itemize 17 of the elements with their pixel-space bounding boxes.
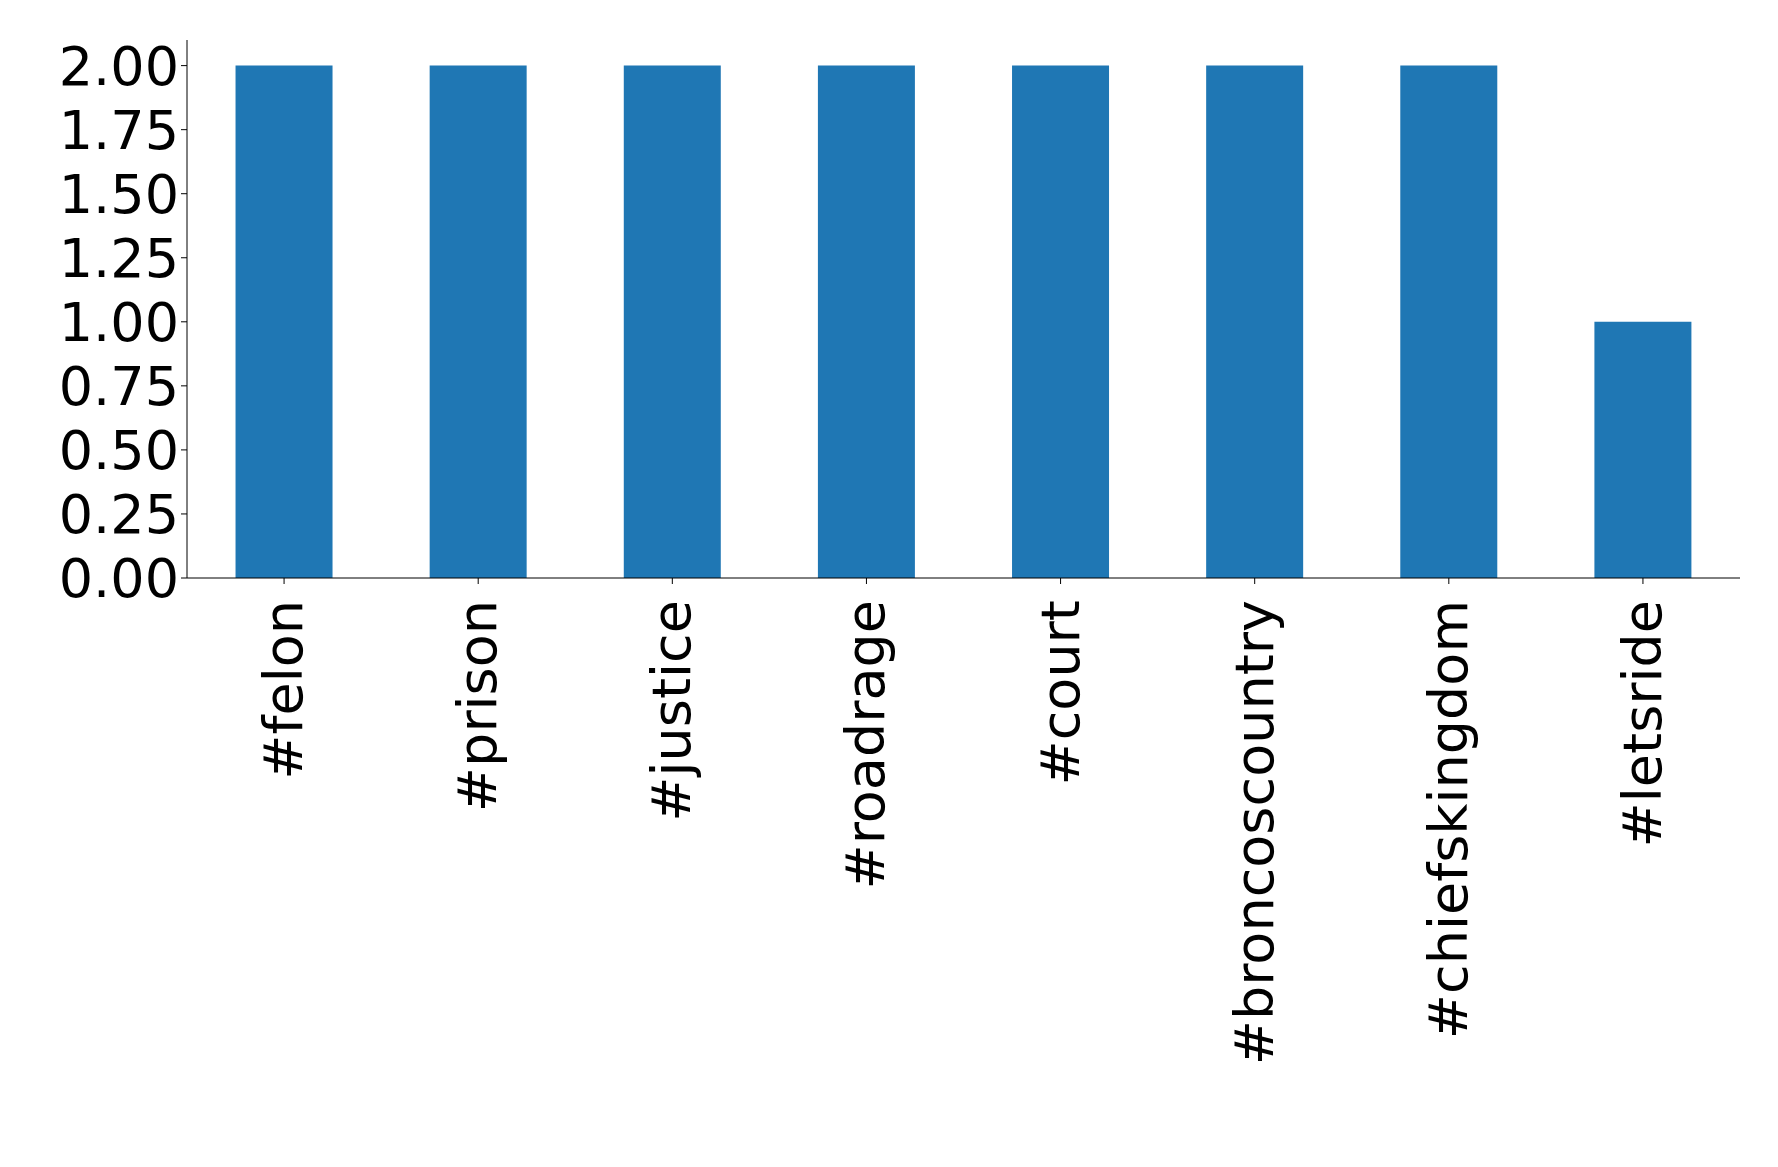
- x-tick-label: #prison: [446, 600, 510, 813]
- y-tick-label: 2.00: [58, 34, 179, 98]
- y-tick-label: 1.25: [58, 226, 179, 290]
- x-tick-label: #broncoscountry: [1222, 600, 1286, 1066]
- y-tick-label: 1.50: [58, 162, 179, 226]
- y-tick-label: 0.50: [58, 419, 179, 483]
- y-tick-label: 0.75: [58, 355, 179, 419]
- x-tick-label: #felon: [252, 600, 316, 780]
- x-tick-label: #justice: [640, 600, 704, 822]
- y-tick-label: 0.00: [58, 547, 179, 611]
- x-tick-label: #court: [1028, 600, 1092, 786]
- x-tick-label: #roadrage: [834, 600, 898, 890]
- x-tick-label: #letsride: [1610, 600, 1674, 848]
- x-tick-label: #chiefskingdom: [1416, 600, 1480, 1040]
- y-tick-label: 0.25: [58, 483, 179, 547]
- y-tick-label: 1.75: [58, 98, 179, 162]
- y-tick-label: 1.00: [58, 290, 179, 354]
